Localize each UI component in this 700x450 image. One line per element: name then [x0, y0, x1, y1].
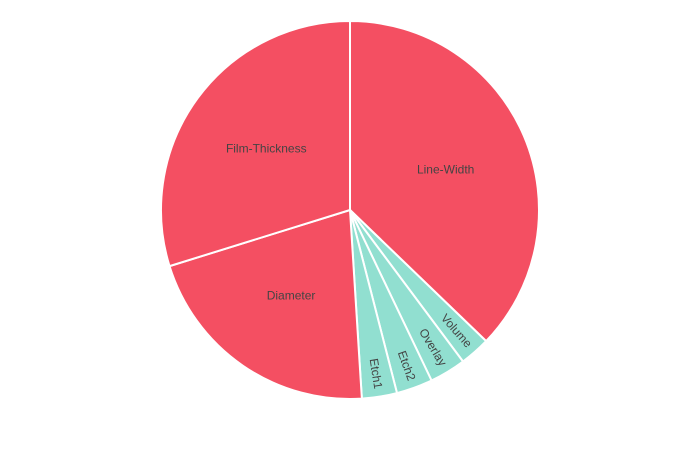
slice-label-etch1: Etch1 [367, 357, 386, 390]
pie-slices [160, 20, 540, 400]
pie-slice-line-width[interactable] [349, 20, 540, 343]
pie-slice-film-thickness[interactable] [160, 20, 351, 268]
slice-label-line-width: Line-Width [417, 162, 474, 176]
slice-label-film-thickness: Film-Thickness [226, 141, 307, 155]
pie-slice-diameter[interactable] [168, 209, 363, 400]
slice-label-diameter: Diameter [267, 289, 316, 303]
